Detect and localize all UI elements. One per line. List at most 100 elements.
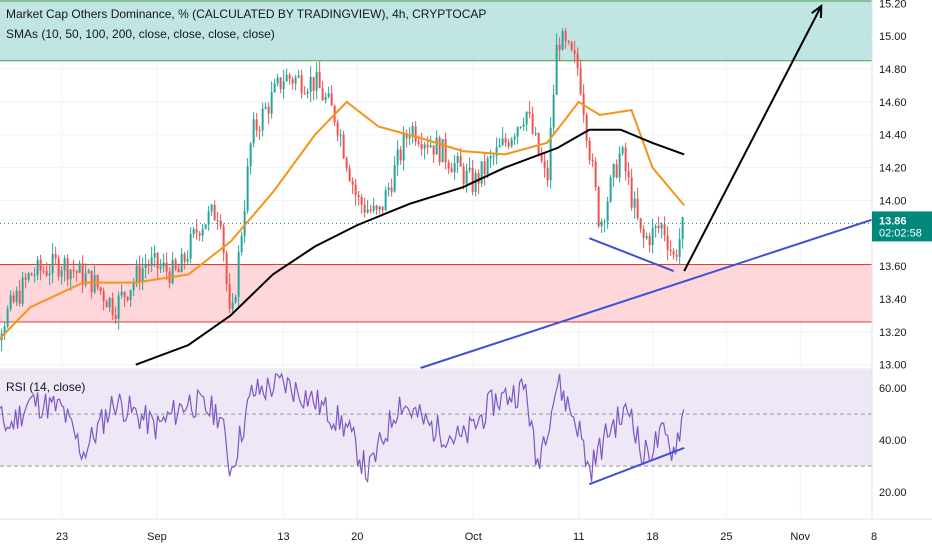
rsi-line: [0, 372, 685, 484]
candle-down: [96, 275, 99, 288]
candle-up: [492, 155, 495, 157]
candle-down: [303, 93, 306, 95]
candle-down: [471, 167, 474, 192]
projection-arrow-head: [811, 3, 823, 19]
candle-down: [363, 204, 366, 213]
candle-up: [498, 144, 501, 148]
candle-down: [102, 291, 105, 302]
candle-down: [123, 291, 126, 298]
candle-down: [336, 122, 339, 136]
candle-down: [345, 158, 348, 169]
candle-up: [465, 170, 468, 184]
candle-down: [39, 259, 42, 271]
candle-up: [453, 162, 456, 173]
candle-up: [651, 227, 654, 246]
candle-up: [378, 206, 381, 210]
candle-down: [579, 68, 582, 94]
candle-up: [306, 91, 309, 94]
candle-down: [105, 301, 108, 308]
candle-up: [429, 145, 432, 148]
candle-up: [603, 221, 606, 223]
candle-up: [372, 205, 375, 211]
candle-up: [309, 76, 312, 92]
candle-down: [426, 144, 429, 148]
candle-down: [642, 228, 645, 239]
candle-down: [570, 42, 573, 51]
candle-down: [624, 147, 627, 172]
candle-down: [369, 209, 372, 211]
time-tick-label: Sep: [147, 531, 167, 543]
candle-up: [162, 262, 165, 267]
price-tick-label: 15.00: [879, 31, 907, 43]
candle-up: [237, 252, 240, 297]
candle-down: [528, 112, 531, 114]
candle-up: [51, 253, 54, 274]
candle-up: [189, 234, 192, 259]
candle-up: [501, 138, 504, 145]
candle-down: [354, 184, 357, 196]
candle-up: [324, 96, 327, 101]
candle-down: [330, 93, 333, 106]
candle-down: [483, 161, 486, 175]
candle-down: [228, 284, 231, 309]
candle-down: [138, 265, 141, 283]
candle-down: [597, 187, 600, 227]
candle-down: [300, 75, 303, 94]
candle-up: [9, 295, 12, 309]
price-tick-label: 13.60: [879, 261, 907, 273]
last-price-label: 13.86: [879, 215, 907, 227]
candle-up: [276, 77, 279, 84]
candle-down: [531, 113, 534, 134]
candle-down: [543, 161, 546, 168]
price-tick-label: 14.80: [879, 64, 907, 76]
candle-up: [135, 265, 138, 283]
candle-up: [633, 198, 636, 208]
candle-up: [15, 290, 18, 302]
candle-up: [69, 269, 72, 280]
candle-down: [669, 249, 672, 252]
candle-up: [273, 83, 276, 93]
candle-down: [636, 198, 639, 219]
candle-down: [399, 149, 402, 161]
candle-down: [225, 253, 228, 285]
candle-down: [183, 253, 186, 262]
candle-down: [420, 143, 423, 149]
candle-up: [612, 164, 615, 178]
candle-down: [438, 137, 441, 163]
candle-up: [495, 147, 498, 156]
candle-down: [462, 166, 465, 184]
time-tick-label: 8: [871, 531, 877, 543]
candle-up: [21, 277, 24, 304]
candle-down: [216, 220, 219, 222]
candle-down: [312, 76, 315, 91]
candle-down: [198, 232, 201, 236]
candle-up: [609, 177, 612, 202]
candle-down: [258, 130, 261, 132]
candle-up: [555, 44, 558, 95]
candle-up: [33, 275, 36, 277]
candle-down: [540, 154, 543, 162]
candle-up: [150, 257, 153, 266]
candle-down: [573, 50, 576, 54]
candle-down: [75, 271, 78, 273]
candle-up: [621, 147, 624, 154]
candle-up: [249, 143, 252, 167]
rsi-background-band: [0, 370, 872, 467]
candle-down: [165, 262, 168, 272]
candle-down: [81, 263, 84, 285]
candle-down: [222, 226, 225, 254]
candle-up: [60, 270, 63, 277]
candle-up: [480, 161, 483, 184]
candle-up: [27, 273, 30, 280]
candle-up: [6, 308, 9, 327]
candle-down: [672, 251, 675, 255]
candle-up: [552, 94, 555, 128]
time-tick-label: Nov: [790, 531, 810, 543]
candle-up: [129, 290, 132, 301]
candle-up: [660, 224, 663, 229]
time-tick-label: 20: [351, 531, 363, 543]
candle-up: [393, 165, 396, 192]
price-badge: [872, 211, 932, 242]
candle-up: [141, 268, 144, 283]
